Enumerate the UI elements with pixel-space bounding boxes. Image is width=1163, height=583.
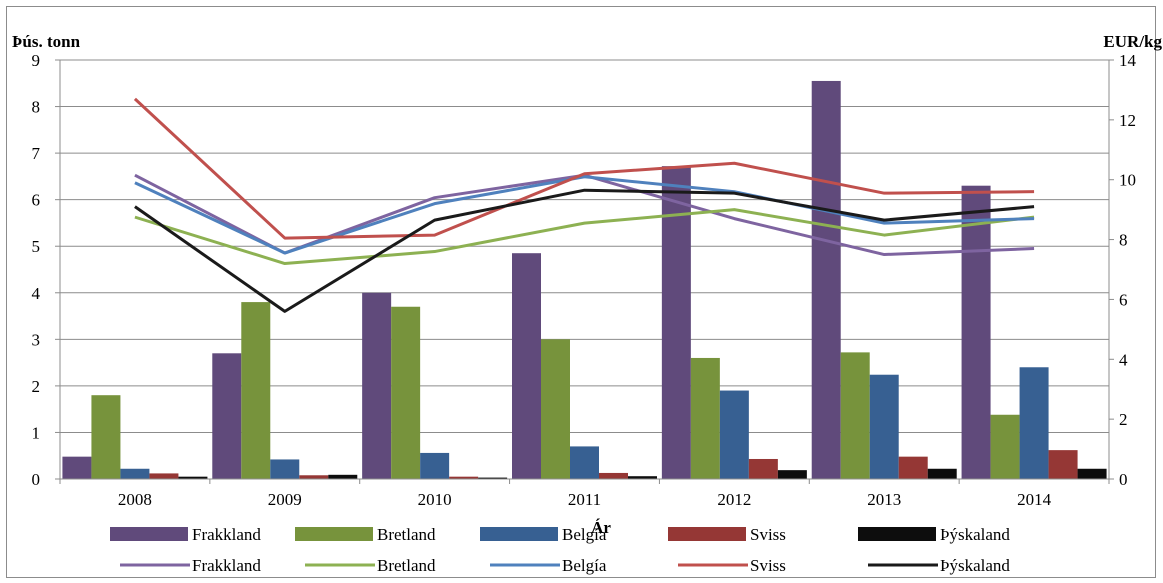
legend-swatch-bar: [480, 527, 558, 541]
bar-belgía: [120, 468, 150, 479]
legend-label-line: Belgía: [562, 556, 607, 575]
legend-label-line: Sviss: [750, 556, 786, 575]
line-belgía: [134, 175, 1035, 255]
y-right-tick-label: 4: [1119, 350, 1128, 369]
bar-frakkland: [811, 80, 841, 479]
y-left-tick-label: 8: [32, 98, 41, 117]
y-right-tick-label: 14: [1119, 51, 1137, 70]
x-tick-label: 2011: [568, 490, 601, 509]
bar-bretland: [541, 339, 570, 479]
bar-frakkland: [212, 353, 242, 479]
bar-sviss: [748, 458, 778, 479]
bar-belgía: [719, 390, 749, 479]
bar-belgía: [869, 374, 899, 479]
bar-sviss: [898, 456, 928, 479]
y-right-tick-label: 12: [1119, 111, 1136, 130]
bar-bretland: [990, 414, 1020, 479]
bar-þýskaland: [927, 468, 957, 479]
bar-bretland: [241, 302, 271, 479]
bar-sviss: [1048, 450, 1078, 479]
legend-label-line: Bretland: [377, 556, 436, 575]
bar-frakkland: [961, 185, 991, 479]
x-tick-label: 2009: [268, 490, 302, 509]
y-left-tick-label: 4: [32, 284, 41, 303]
bar-sviss: [449, 476, 479, 479]
x-tick-label: 2014: [1017, 490, 1052, 509]
y-left-tick-label: 0: [32, 470, 41, 489]
legend-swatch-bar: [110, 527, 188, 541]
y-right-tick-label: 6: [1119, 290, 1128, 309]
y-axis-left-title: Þús. tonn: [12, 32, 81, 51]
y-left-tick-label: 2: [32, 377, 41, 396]
legend-swatch-bar: [858, 527, 936, 541]
bar-belgía: [1019, 367, 1049, 479]
bar-þýskaland: [178, 476, 208, 479]
y-left-tick-label: 1: [32, 423, 41, 442]
bar-frakkland: [362, 292, 392, 479]
bar-þýskaland: [328, 474, 358, 479]
bar-belgía: [570, 446, 599, 479]
legend-label-bar: Belgía: [562, 525, 607, 544]
y-right-tick-label: 8: [1119, 231, 1128, 250]
bar-frakkland: [661, 166, 691, 479]
x-tick-label: 2010: [418, 490, 452, 509]
legend-label-bar: Sviss: [750, 525, 786, 544]
line-sviss: [133, 97, 1035, 240]
y-left-tick-label: 9: [32, 51, 41, 70]
y-axis-right-title: EUR/kg: [1103, 32, 1162, 51]
line-þýskaland: [134, 188, 1035, 313]
bar-series: [62, 80, 1107, 479]
legend-label-bar: Þýskaland: [940, 525, 1010, 544]
line-bretland: [134, 208, 1035, 266]
y-left-tick-label: 7: [32, 144, 41, 163]
bar-þýskaland: [478, 477, 508, 479]
bar-belgía: [420, 452, 450, 479]
bar-sviss: [599, 472, 628, 479]
legend-swatch-bar: [668, 527, 746, 541]
legend-label-bar: Frakkland: [192, 525, 261, 544]
y-right-tick-label: 10: [1119, 171, 1136, 190]
bar-þýskaland: [1077, 468, 1107, 479]
bar-sviss: [149, 473, 179, 479]
legend-label-line: Þýskaland: [940, 556, 1010, 575]
y-left-tick-label: 3: [32, 330, 41, 349]
x-tick-label: 2012: [717, 490, 751, 509]
bar-þýskaland: [628, 476, 657, 479]
bar-bretland: [391, 306, 421, 479]
line-series: [133, 97, 1035, 313]
bar-bretland: [91, 395, 121, 479]
x-axis-title: Ár: [591, 518, 611, 537]
x-tick-label: 2013: [867, 490, 901, 509]
bar-bretland: [690, 357, 720, 479]
bar-bretland: [840, 352, 870, 479]
y-left-tick-label: 6: [32, 191, 41, 210]
bar-belgía: [270, 459, 300, 479]
legend-label-line: Frakkland: [192, 556, 261, 575]
legend: Frakkland Bretland Belgía Sviss Þýskaland Fra…: [110, 525, 1010, 575]
legend-label-bar: Bretland: [377, 525, 436, 544]
line-frakkland: [134, 173, 1035, 257]
bar-frakkland: [512, 253, 541, 479]
x-tick-label: 2008: [118, 490, 152, 509]
legend-swatch-bar: [295, 527, 373, 541]
y-right-tick-label: 2: [1119, 410, 1128, 429]
bar-frakkland: [62, 456, 92, 479]
axes: [55, 59, 1114, 484]
y-left-tick-label: 5: [32, 237, 41, 256]
bar-þýskaland: [777, 470, 807, 479]
bar-sviss: [299, 475, 329, 479]
y-right-tick-label: 0: [1119, 470, 1128, 489]
